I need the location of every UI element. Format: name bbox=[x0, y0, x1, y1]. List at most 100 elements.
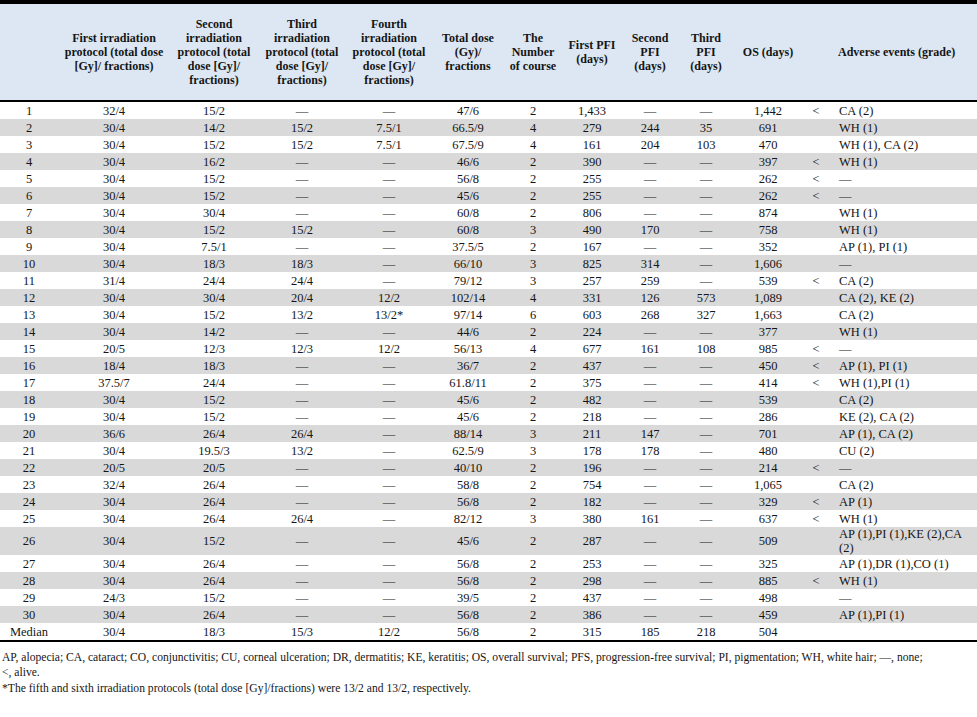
cell-alive-marker: < bbox=[802, 340, 830, 357]
table-row-24: 2430/426/4——56/82182——329<AP (1) bbox=[0, 493, 977, 510]
cell-alive-marker: < bbox=[802, 572, 830, 589]
cell-pfi-2: — bbox=[622, 357, 678, 374]
cell-protocol-1: 30/4 bbox=[58, 170, 170, 187]
cell-pfi-2: 126 bbox=[622, 289, 678, 306]
cell-protocol-3: — bbox=[258, 170, 346, 187]
cell-pfi-1: 167 bbox=[562, 238, 622, 255]
cell-adverse-events bbox=[830, 623, 977, 641]
cell-pfi-1: 253 bbox=[562, 555, 622, 572]
cell-pfi-2: — bbox=[622, 589, 678, 606]
cell-protocol-2: 24/4 bbox=[170, 374, 258, 391]
cell-protocol-2: 15/2 bbox=[170, 136, 258, 153]
table-row-25: 2530/426/426/4—82/123380161—637<WH (1) bbox=[0, 510, 977, 527]
cell-pfi-2: — bbox=[622, 238, 678, 255]
cell-total-dose: 56/8 bbox=[432, 493, 504, 510]
cell-alive-marker bbox=[802, 391, 830, 408]
cell-alive-marker bbox=[802, 476, 830, 493]
cell-courses: 2 bbox=[504, 476, 562, 493]
cell-os: 539 bbox=[734, 391, 802, 408]
table-row-19: 1930/415/2——45/62218——286KE (2), CA (2) bbox=[0, 408, 977, 425]
cell-pfi-3: — bbox=[678, 493, 734, 510]
cell-protocol-2: 19.5/3 bbox=[170, 442, 258, 459]
cell-alive-marker bbox=[802, 606, 830, 623]
cell-alive-marker bbox=[802, 623, 830, 641]
cell-pfi-3: — bbox=[678, 527, 734, 555]
cell-alive-marker bbox=[802, 255, 830, 272]
cell-pfi-1: 279 bbox=[562, 119, 622, 136]
cell-protocol-1: 24/3 bbox=[58, 589, 170, 606]
cell-alive-marker: < bbox=[802, 510, 830, 527]
cell-adverse-events: AP (1),DR (1),CO (1) bbox=[830, 555, 977, 572]
cell-alive-marker bbox=[802, 289, 830, 306]
cell-courses: 2 bbox=[504, 101, 562, 119]
cell-pfi-2: 259 bbox=[622, 272, 678, 289]
cell-protocol-2: 15/2 bbox=[170, 408, 258, 425]
table-row-3: 330/415/215/27.5/167.5/94161204103470WH … bbox=[0, 136, 977, 153]
cell-alive-marker bbox=[802, 238, 830, 255]
cell-pfi-1: 182 bbox=[562, 493, 622, 510]
cell-protocol-2: 14/2 bbox=[170, 323, 258, 340]
cell-patient-id: 29 bbox=[0, 589, 58, 606]
cell-patient-id: 6 bbox=[0, 187, 58, 204]
cell-pfi-2: — bbox=[622, 323, 678, 340]
cell-pfi-3: — bbox=[678, 187, 734, 204]
cell-os: 397 bbox=[734, 153, 802, 170]
cell-protocol-2: 15/2 bbox=[170, 306, 258, 323]
cell-pfi-1: 298 bbox=[562, 572, 622, 589]
cell-pfi-1: 178 bbox=[562, 442, 622, 459]
cell-os: 509 bbox=[734, 527, 802, 555]
cell-protocol-1: 30/4 bbox=[58, 442, 170, 459]
cell-adverse-events: — bbox=[830, 589, 977, 606]
cell-alive-marker bbox=[802, 119, 830, 136]
cell-adverse-events: — bbox=[830, 340, 977, 357]
paper-table-page: First irradiation protocol (total dose [… bbox=[0, 0, 977, 696]
cell-pfi-1: 825 bbox=[562, 255, 622, 272]
cell-protocol-4: — bbox=[346, 476, 432, 493]
cell-protocol-3: 13/2 bbox=[258, 306, 346, 323]
cell-pfi-3: — bbox=[678, 272, 734, 289]
cell-pfi-3: — bbox=[678, 101, 734, 119]
cell-protocol-4: — bbox=[346, 493, 432, 510]
cell-courses: 2 bbox=[504, 493, 562, 510]
cell-pfi-1: 224 bbox=[562, 323, 622, 340]
cell-protocol-2: 24/4 bbox=[170, 272, 258, 289]
cell-pfi-1: 490 bbox=[562, 221, 622, 238]
cell-pfi-1: 603 bbox=[562, 306, 622, 323]
cell-os: 1,442 bbox=[734, 101, 802, 119]
cell-pfi-3: 103 bbox=[678, 136, 734, 153]
cell-alive-marker bbox=[802, 589, 830, 606]
cell-protocol-1: 30/4 bbox=[58, 136, 170, 153]
cell-protocol-3: 20/4 bbox=[258, 289, 346, 306]
cell-pfi-1: 677 bbox=[562, 340, 622, 357]
table-row-7: 730/430/4——60/82806——874WH (1) bbox=[0, 204, 977, 221]
cell-protocol-1: 30/4 bbox=[58, 323, 170, 340]
column-header-protocol-4: Fourth irradiation protocol (total dose … bbox=[346, 2, 432, 101]
cell-os: 498 bbox=[734, 589, 802, 606]
cell-protocol-4: — bbox=[346, 101, 432, 119]
cell-protocol-1: 30/4 bbox=[58, 289, 170, 306]
cell-protocol-3: — bbox=[258, 357, 346, 374]
cell-pfi-1: 257 bbox=[562, 272, 622, 289]
cell-protocol-3: 24/4 bbox=[258, 272, 346, 289]
column-header-pfi-2: Second PFI (days) bbox=[622, 2, 678, 101]
cell-protocol-1: 30/4 bbox=[58, 623, 170, 641]
cell-courses: 2 bbox=[504, 187, 562, 204]
cell-protocol-2: 18/3 bbox=[170, 255, 258, 272]
cell-pfi-2: — bbox=[622, 476, 678, 493]
cell-alive-marker bbox=[802, 408, 830, 425]
cell-total-dose: 97/14 bbox=[432, 306, 504, 323]
cell-pfi-3: 218 bbox=[678, 623, 734, 641]
cell-total-dose: 45/6 bbox=[432, 527, 504, 555]
column-header-pfi-1: First PFI (days) bbox=[562, 2, 622, 101]
cell-courses: 2 bbox=[504, 589, 562, 606]
cell-protocol-2: 30/4 bbox=[170, 204, 258, 221]
cell-pfi-3: — bbox=[678, 391, 734, 408]
cell-courses: 2 bbox=[504, 357, 562, 374]
cell-patient-id: 21 bbox=[0, 442, 58, 459]
cell-pfi-1: 1,433 bbox=[562, 101, 622, 119]
cell-protocol-2: 26/4 bbox=[170, 555, 258, 572]
column-header-adverse-events: Adverse events (grade) bbox=[830, 2, 977, 101]
cell-courses: 2 bbox=[504, 323, 562, 340]
cell-protocol-2: 7.5/1 bbox=[170, 238, 258, 255]
cell-os: 325 bbox=[734, 555, 802, 572]
